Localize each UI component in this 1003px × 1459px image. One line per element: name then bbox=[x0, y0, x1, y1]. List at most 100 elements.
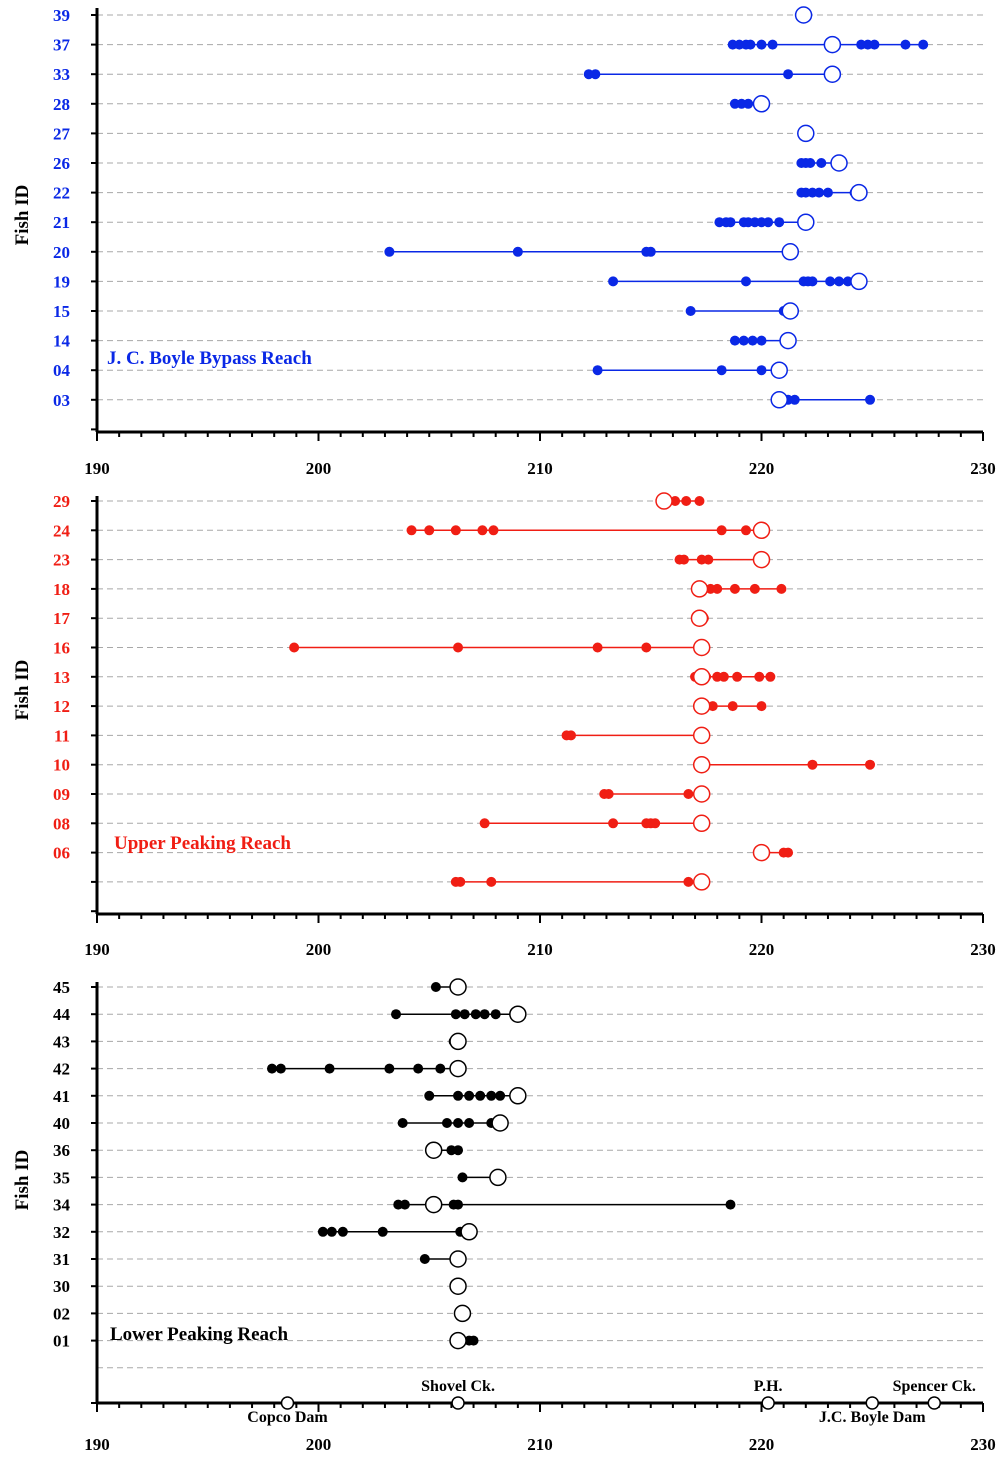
fish-detection-dot bbox=[842, 276, 853, 287]
fish-detection-dot bbox=[670, 496, 681, 506]
fish-id-label: 20 bbox=[53, 243, 70, 262]
fish-detection-dot bbox=[430, 982, 441, 992]
landmark-marker bbox=[865, 1396, 879, 1410]
fish-detection-dot bbox=[317, 1226, 328, 1237]
fish-detection-dot bbox=[774, 217, 785, 228]
fish-detection-dot bbox=[384, 246, 395, 257]
fish-id-label: 16 bbox=[53, 639, 70, 658]
fish-detection-dot bbox=[590, 69, 601, 80]
fish-id-label: 01 bbox=[53, 1332, 70, 1351]
fish-detection-dot bbox=[732, 671, 743, 682]
fish-detection-dot bbox=[457, 1172, 468, 1183]
x-tick-label: 190 bbox=[84, 1435, 110, 1454]
fish-id-label: 36 bbox=[53, 1141, 70, 1160]
fish-detection-dot bbox=[441, 1118, 452, 1128]
fish-detection-dot bbox=[725, 217, 736, 228]
fish-detection-dot bbox=[767, 39, 778, 50]
fish-detection-dot bbox=[479, 818, 490, 829]
fish-detection-dot bbox=[703, 554, 714, 565]
fish-release-marker bbox=[449, 1250, 467, 1268]
landmark-label: Copco Dam bbox=[247, 1409, 328, 1426]
fish-detection-dot bbox=[266, 1063, 277, 1074]
fish-id-label: 10 bbox=[53, 756, 70, 775]
fish-detection-dot bbox=[727, 701, 738, 712]
fish-release-marker bbox=[449, 1277, 467, 1295]
fish-detection-dot bbox=[324, 1063, 335, 1074]
fish-detection-dot bbox=[807, 759, 818, 770]
fish-release-marker bbox=[830, 154, 848, 172]
fish-release-marker bbox=[424, 1141, 443, 1159]
fish-id-label: 26 bbox=[53, 154, 70, 173]
fish-release-marker bbox=[823, 35, 842, 54]
x-tick-label: 220 bbox=[749, 1435, 775, 1454]
fish-id-label: 32 bbox=[53, 1223, 70, 1242]
fish-release-marker bbox=[690, 609, 709, 627]
fish-detection-dot bbox=[816, 158, 827, 168]
fish-detection-dot bbox=[834, 276, 845, 287]
fish-detection-dot bbox=[453, 1118, 464, 1128]
fish-release-marker bbox=[509, 1087, 527, 1105]
fish-id-label: 37 bbox=[53, 36, 71, 55]
landmark-marker bbox=[280, 1396, 295, 1410]
fish-detection-dot bbox=[865, 394, 876, 405]
fish-detection-dot bbox=[756, 335, 767, 346]
fish-detection-dot bbox=[608, 818, 619, 829]
landmark-marker bbox=[927, 1396, 942, 1410]
fish-detection-dot bbox=[453, 1145, 464, 1156]
fish-detection-dot bbox=[475, 1090, 486, 1101]
fish-release-marker bbox=[449, 1331, 467, 1350]
fish-detection-dot bbox=[725, 1199, 736, 1210]
fish-release-marker bbox=[692, 814, 711, 833]
fish-id-label: 29 bbox=[53, 492, 70, 511]
fish-detection-dot bbox=[275, 1063, 286, 1074]
fish-detection-dot bbox=[694, 496, 705, 506]
fish-detection-dot bbox=[424, 1090, 435, 1101]
fish-id-label: 33 bbox=[53, 65, 70, 84]
fish-detection-dot bbox=[678, 554, 689, 565]
fish-id-label: 19 bbox=[53, 272, 70, 291]
fish-release-marker bbox=[692, 785, 711, 803]
fish-detection-dot bbox=[603, 789, 614, 799]
x-tick-label: 210 bbox=[527, 1435, 553, 1454]
fish-release-marker bbox=[850, 272, 868, 291]
fish-release-marker bbox=[449, 1032, 467, 1051]
x-tick-label: 220 bbox=[749, 940, 775, 959]
fish-release-marker bbox=[752, 521, 771, 540]
fish-id-label: 44 bbox=[53, 1005, 71, 1024]
fish-detection-dot bbox=[763, 217, 774, 228]
landmark-label: P.H. bbox=[754, 1378, 783, 1395]
fish-detection-dot bbox=[337, 1226, 348, 1237]
fish-id-label: 41 bbox=[53, 1087, 70, 1106]
fish-detection-dot bbox=[592, 642, 603, 653]
fish-release-marker bbox=[460, 1223, 478, 1241]
fish-detection-dot bbox=[608, 276, 619, 287]
fish-release-marker bbox=[779, 331, 797, 350]
fish-release-marker bbox=[850, 183, 868, 202]
fish-release-marker bbox=[797, 213, 815, 231]
fish-detection-dot bbox=[869, 39, 880, 50]
reach-label: Lower Peaking Reach bbox=[110, 1324, 288, 1345]
fish-id-label: 17 bbox=[53, 609, 71, 628]
fish-detection-dot bbox=[716, 525, 727, 536]
fish-detection-dot bbox=[391, 1009, 402, 1020]
x-tick-label: 190 bbox=[84, 459, 110, 478]
fish-release-marker bbox=[692, 697, 711, 715]
fish-id-label: 03 bbox=[53, 391, 70, 410]
fish-detection-dot bbox=[729, 583, 740, 594]
fish-release-marker bbox=[770, 361, 788, 379]
fish-detection-dot bbox=[712, 583, 723, 594]
fish-detection-dot bbox=[645, 246, 656, 257]
landmark-marker bbox=[761, 1396, 775, 1410]
fish-detection-dot bbox=[289, 642, 300, 653]
fish-release-marker bbox=[770, 391, 788, 409]
fish-release-marker bbox=[509, 1005, 527, 1023]
fish-detection-dot bbox=[641, 642, 652, 653]
fish-id-label: 42 bbox=[53, 1060, 70, 1079]
fish-release-marker bbox=[655, 492, 673, 510]
fish-detection-dot bbox=[419, 1254, 430, 1264]
fish-detection-dot bbox=[865, 759, 876, 770]
fish-detection-dot bbox=[479, 1009, 490, 1020]
fish-detection-dot bbox=[453, 642, 464, 653]
fish-release-marker bbox=[781, 243, 800, 261]
